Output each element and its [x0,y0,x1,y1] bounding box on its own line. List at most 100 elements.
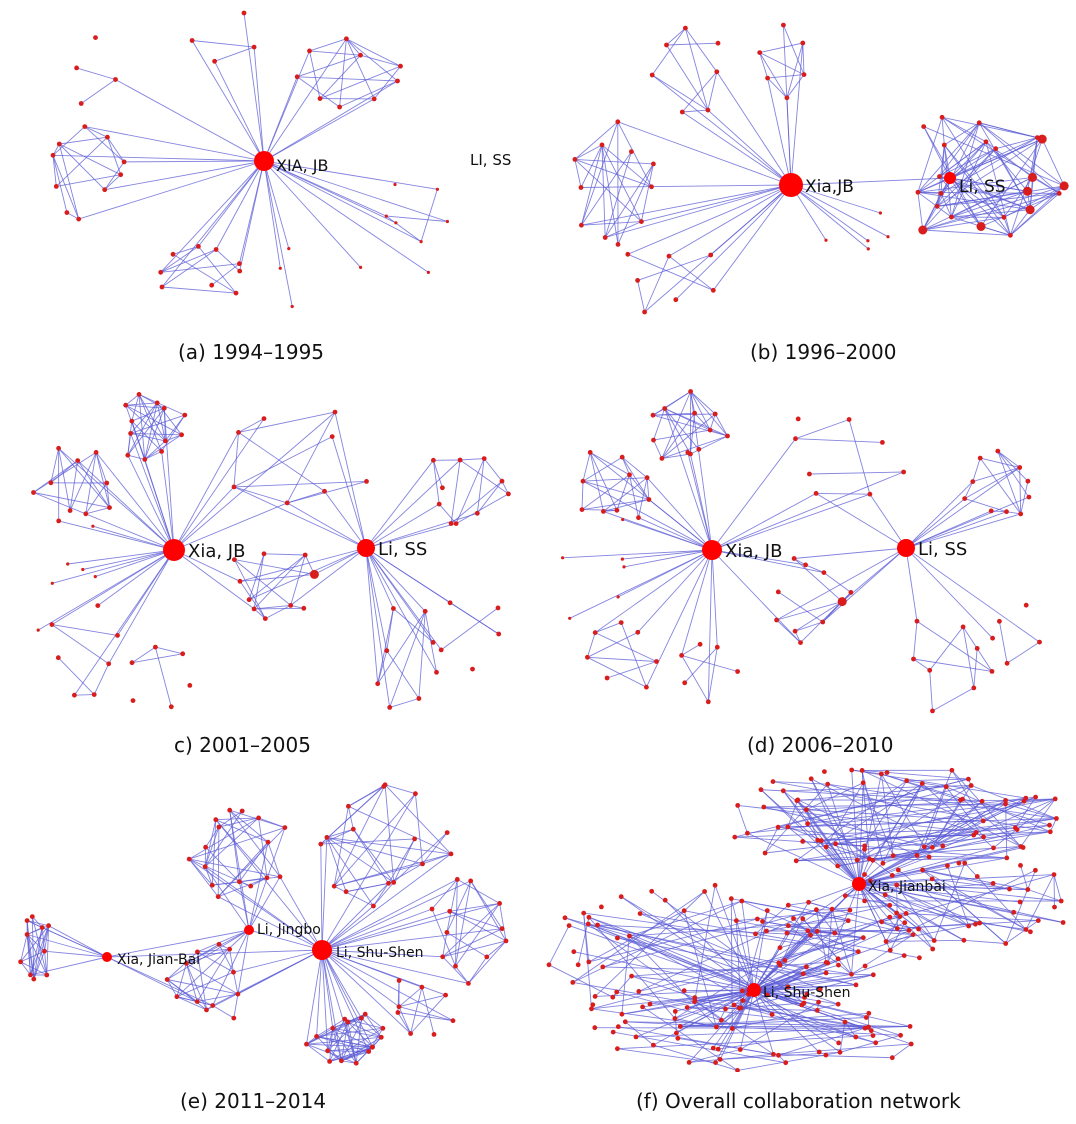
author-node [615,1024,621,1030]
collaboration-edge [753,974,874,991]
author-node [204,1007,209,1013]
collaboration-edge [631,975,755,991]
collaboration-edge [166,929,250,980]
collaboration-edge [704,891,755,991]
collaboration-edge [710,184,792,256]
author-node [971,832,977,838]
author-node [209,282,215,288]
collaboration-edge [664,408,713,551]
collaboration-edge [1006,641,1040,664]
collaboration-edge [906,778,969,782]
collaboration-edge [1041,138,1065,187]
author-node [723,1006,728,1012]
collaboration-edge [581,221,642,226]
author-node [587,450,593,455]
collaboration-edge [916,620,993,672]
author-node [866,239,870,243]
collaboration-edge [688,1049,741,1063]
author-node [640,1004,645,1010]
collaboration-edge [204,866,213,886]
author-node [495,605,501,611]
collaboration-edge [51,624,109,665]
collaboration-edge [790,177,951,186]
collaboration-edge [922,192,1060,231]
collaboration-edge [74,694,95,696]
collaboration-edge [26,920,31,975]
collaboration-edge [263,38,347,162]
author-node [808,932,813,938]
collaboration-edge [421,987,435,1035]
author-node [622,565,626,569]
author-node [805,821,810,827]
author-node [50,152,56,158]
collaboration-edge [212,1005,235,1019]
author-node [203,844,209,850]
collaboration-edge [885,894,980,924]
collaboration-edge [104,174,122,191]
collaboration-edge [802,42,805,75]
collaboration-edge [486,940,507,958]
collaboration-edge [924,800,983,848]
collaboration-edge [661,435,728,459]
collaboration-edge [1020,798,1056,847]
collaboration-edge [796,786,947,802]
author-node [440,954,446,960]
collaboration-edge [314,547,367,575]
collaboration-edge [851,769,1026,799]
collaboration-edge [197,951,234,973]
collaboration-edge [892,1043,912,1059]
author-node [1018,511,1024,517]
author-node [878,211,882,215]
collaboration-edge [711,438,796,551]
author-node [1008,232,1013,238]
collaboration-edge [941,116,987,143]
author-node [619,454,625,460]
author-node [128,431,134,436]
author-node [710,287,716,293]
author-node [855,949,861,955]
collaboration-edge [870,880,980,924]
collaboration-edge [627,184,792,255]
collaboration-edge [949,177,1031,211]
collaboration-edge [932,687,975,712]
author-node [635,629,641,635]
collaboration-edge [248,547,367,601]
collaboration-edge [858,800,1006,885]
collaboration-edge [931,785,972,848]
collaboration-edge [33,492,175,551]
collaboration-edge [616,474,630,511]
author-node [236,430,241,435]
author-node [31,976,37,982]
collaboration-edge [918,928,934,950]
collaboration-edge [233,949,323,973]
hub-label: Xia, JB [188,541,245,562]
collaboration-edge [361,1017,382,1038]
author-node [1007,886,1012,892]
author-node [696,446,702,452]
collaboration-edge [410,987,423,1034]
collaboration-edge [858,798,1056,885]
collaboration-edge [26,934,108,958]
author-node [901,469,906,475]
author-node [681,988,687,994]
author-node [212,58,218,64]
author-node [737,1047,743,1052]
collaboration-edge [741,900,849,922]
collaboration-edge [215,819,268,879]
collaboration-edge [173,549,255,610]
panel-e: Xia, Jian-Bai Li, Jingbo Li, Shu-Shen [0,762,538,1072]
author-node [884,770,890,775]
collaboration-edge [858,865,948,885]
collaboration-edge [173,486,235,551]
author-node [883,939,889,944]
collaboration-edge [446,880,472,933]
collaboration-edge [204,866,323,951]
author-node [324,835,330,840]
collaboration-edge [651,74,792,186]
network-graph-d: Xia, JB Li, SS [561,389,1042,714]
author-node [371,96,377,102]
author-node [278,266,282,270]
collaboration-edge [998,621,1008,664]
author-node [570,980,576,985]
author-node [618,620,624,625]
